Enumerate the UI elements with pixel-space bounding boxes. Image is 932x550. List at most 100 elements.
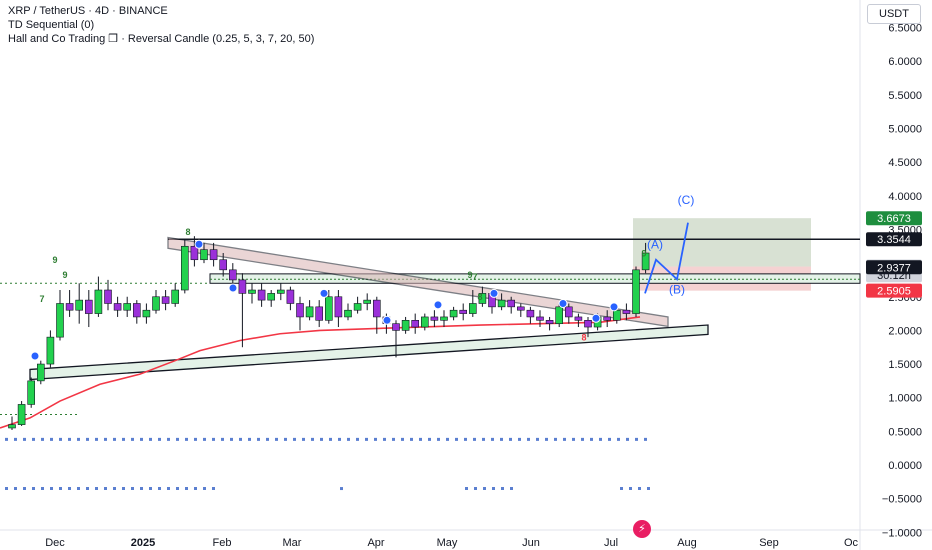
- candle-body: [574, 316, 583, 321]
- td-sequential-label: 7: [39, 294, 44, 304]
- candle: [478, 286, 487, 307]
- candle: [641, 242, 650, 274]
- candle-body: [133, 303, 141, 318]
- candle-body: [641, 252, 650, 271]
- legend-reversal-candle[interactable]: Hall and Co Trading ❒ · Reversal Candle …: [8, 33, 315, 45]
- candle-body: [56, 303, 64, 338]
- candle: [46, 330, 55, 368]
- legend-symbol[interactable]: XRP / TetherUS · 4D · BINANCE: [8, 5, 168, 17]
- price-tick-label: 2.0000: [888, 325, 922, 337]
- candle: [420, 313, 429, 331]
- reversal-marker: [194, 239, 204, 249]
- candle: [392, 320, 400, 358]
- candle-body: [545, 320, 554, 324]
- candle: [104, 279, 112, 311]
- candle-body: [334, 296, 343, 318]
- candle-body: [516, 306, 525, 311]
- time-tick-label: 2025: [131, 537, 155, 549]
- reversal-marker: [489, 288, 499, 298]
- candle-body: [85, 299, 93, 314]
- candle-body: [8, 424, 16, 429]
- time-tick-label: May: [437, 537, 458, 549]
- price-label-text: 3.3544: [877, 234, 911, 246]
- candle: [85, 290, 93, 328]
- candle-body: [440, 316, 448, 321]
- candle: [305, 300, 314, 321]
- candle-body: [324, 296, 333, 321]
- price-label: 2.5905: [866, 283, 922, 298]
- reversal-marker: [382, 315, 392, 325]
- candle-body: [123, 303, 131, 311]
- candle-body: [17, 404, 26, 425]
- legend-td-sequential[interactable]: TD Sequential (0): [8, 19, 95, 31]
- candle-body: [104, 289, 112, 304]
- candle-body: [353, 303, 362, 311]
- currency-selector[interactable]: USDT: [867, 4, 921, 24]
- candle: [430, 310, 439, 328]
- candle-body: [238, 279, 247, 294]
- candle: [94, 276, 103, 317]
- candle: [564, 303, 573, 324]
- candle: [507, 296, 516, 314]
- candle-body: [200, 249, 208, 261]
- candle: [334, 290, 343, 328]
- time-tick-label: Apr: [367, 537, 384, 549]
- candle: [123, 296, 131, 317]
- candle-body: [392, 323, 400, 331]
- price-label-text: 2.9377: [877, 262, 911, 274]
- reversal-marker: [609, 302, 619, 312]
- candle: [372, 296, 381, 334]
- td-sequential-label: 8: [581, 332, 586, 342]
- candle-body: [152, 296, 160, 311]
- candle: [449, 306, 458, 321]
- price-tick-label: 4.0000: [888, 191, 922, 203]
- elliott-wave-projection: [644, 222, 689, 294]
- candle: [75, 283, 83, 324]
- candle-body: [94, 289, 103, 314]
- candle-body: [363, 299, 372, 304]
- candle: [497, 293, 506, 311]
- candle: [36, 360, 45, 385]
- candle: [632, 266, 640, 317]
- candle: [152, 290, 160, 314]
- price-label-bg: [866, 260, 922, 275]
- candle: [574, 313, 583, 328]
- candle-body: [536, 316, 544, 321]
- candle: [248, 283, 256, 304]
- candle-body: [555, 306, 564, 324]
- target-zone: [633, 218, 811, 267]
- candle: [161, 290, 170, 311]
- time-tick-label: Jun: [522, 537, 540, 549]
- candle-body: [171, 289, 179, 304]
- wave-label: (C): [678, 193, 695, 207]
- td-sequential-label: 9: [52, 255, 57, 265]
- candle: [181, 239, 189, 294]
- time-tick-label: Feb: [213, 537, 232, 549]
- reversal-marker: [591, 313, 601, 323]
- candle: [17, 401, 26, 426]
- candle-body: [276, 289, 285, 294]
- price-tick-label: 0.5000: [888, 426, 922, 438]
- price-tick-label: −0.5000: [882, 494, 922, 506]
- candle-body: [229, 269, 237, 281]
- candle: [526, 306, 535, 324]
- candle-body: [449, 309, 458, 318]
- candle: [276, 283, 285, 301]
- price-tick-label: 0.0000: [888, 460, 922, 472]
- candle-body: [161, 296, 170, 304]
- price-label: 3.6673: [866, 211, 922, 226]
- candle-body: [372, 299, 381, 318]
- candle: [286, 286, 295, 311]
- candle: [133, 300, 141, 324]
- candle-body: [27, 380, 36, 405]
- candle-body: [622, 309, 631, 314]
- candle-body: [181, 245, 189, 291]
- candle: [363, 293, 372, 311]
- candle: [65, 290, 74, 317]
- candle: [296, 296, 304, 331]
- candle: [257, 283, 266, 307]
- time-tick-label: Mar: [283, 537, 302, 549]
- price-label-bg: [866, 211, 922, 226]
- candle: [555, 303, 564, 328]
